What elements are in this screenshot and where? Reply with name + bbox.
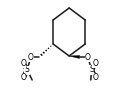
Text: S: S xyxy=(89,65,94,74)
Text: O: O xyxy=(20,58,26,68)
Text: O: O xyxy=(93,58,99,68)
Text: O: O xyxy=(20,74,26,83)
Text: O: O xyxy=(93,74,99,83)
Text: S: S xyxy=(25,65,30,74)
Polygon shape xyxy=(69,56,80,58)
Text: O: O xyxy=(85,52,91,61)
Text: O: O xyxy=(28,52,34,61)
